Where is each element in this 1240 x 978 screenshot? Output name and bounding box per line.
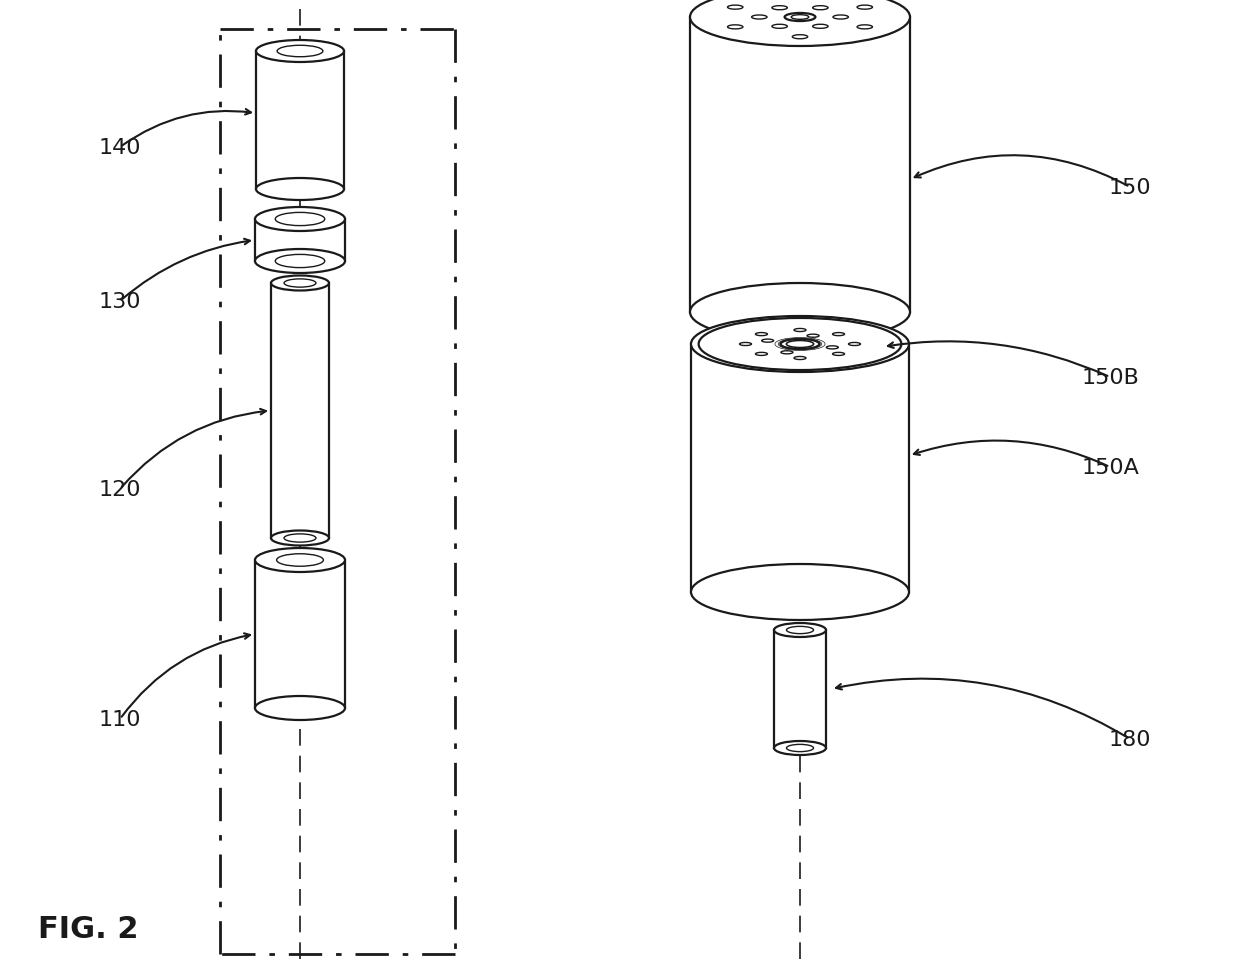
Ellipse shape [774, 741, 826, 755]
Ellipse shape [284, 534, 316, 543]
Ellipse shape [832, 353, 844, 356]
Ellipse shape [691, 564, 909, 620]
Ellipse shape [773, 25, 787, 29]
Ellipse shape [255, 696, 345, 720]
Ellipse shape [780, 339, 820, 350]
Ellipse shape [857, 25, 873, 30]
Text: 110: 110 [99, 709, 141, 730]
Ellipse shape [833, 16, 848, 20]
Ellipse shape [848, 343, 861, 346]
Text: 120: 120 [99, 479, 141, 500]
Ellipse shape [826, 346, 838, 349]
Ellipse shape [255, 179, 343, 200]
Ellipse shape [792, 35, 807, 40]
Ellipse shape [761, 339, 774, 343]
Text: 150B: 150B [1081, 368, 1138, 387]
Ellipse shape [255, 549, 345, 572]
Ellipse shape [807, 334, 820, 337]
Ellipse shape [255, 249, 345, 274]
Text: 150A: 150A [1081, 458, 1138, 477]
Text: FIG. 2: FIG. 2 [38, 914, 139, 944]
Ellipse shape [786, 341, 813, 348]
Ellipse shape [698, 319, 901, 371]
Ellipse shape [794, 357, 806, 360]
Ellipse shape [774, 623, 826, 638]
Ellipse shape [277, 46, 322, 58]
Text: 180: 180 [1109, 730, 1151, 749]
Ellipse shape [786, 744, 813, 752]
Ellipse shape [781, 351, 792, 354]
Ellipse shape [691, 317, 909, 373]
Ellipse shape [272, 531, 329, 546]
Ellipse shape [255, 41, 343, 63]
Ellipse shape [785, 14, 816, 22]
Text: 130: 130 [99, 291, 141, 312]
Polygon shape [255, 220, 345, 262]
Ellipse shape [277, 555, 324, 566]
Ellipse shape [272, 276, 329, 291]
Ellipse shape [739, 343, 751, 346]
Ellipse shape [275, 255, 325, 268]
Ellipse shape [773, 7, 787, 11]
Polygon shape [272, 284, 329, 539]
Ellipse shape [689, 0, 910, 47]
Polygon shape [774, 631, 826, 748]
Ellipse shape [284, 280, 316, 288]
Ellipse shape [728, 25, 743, 30]
Text: 140: 140 [99, 138, 141, 157]
Ellipse shape [275, 213, 325, 226]
Polygon shape [689, 18, 910, 313]
Ellipse shape [857, 6, 873, 10]
Ellipse shape [812, 7, 828, 11]
Polygon shape [691, 344, 909, 593]
Polygon shape [255, 560, 345, 708]
Ellipse shape [255, 207, 345, 232]
Ellipse shape [689, 284, 910, 341]
Ellipse shape [755, 353, 768, 356]
Ellipse shape [728, 6, 743, 10]
Ellipse shape [791, 16, 808, 21]
Ellipse shape [832, 333, 844, 336]
Ellipse shape [812, 25, 828, 29]
Ellipse shape [794, 330, 806, 333]
Text: 150: 150 [1109, 178, 1151, 198]
Ellipse shape [755, 333, 768, 336]
Ellipse shape [751, 16, 768, 20]
Ellipse shape [786, 627, 813, 634]
Polygon shape [255, 52, 343, 190]
